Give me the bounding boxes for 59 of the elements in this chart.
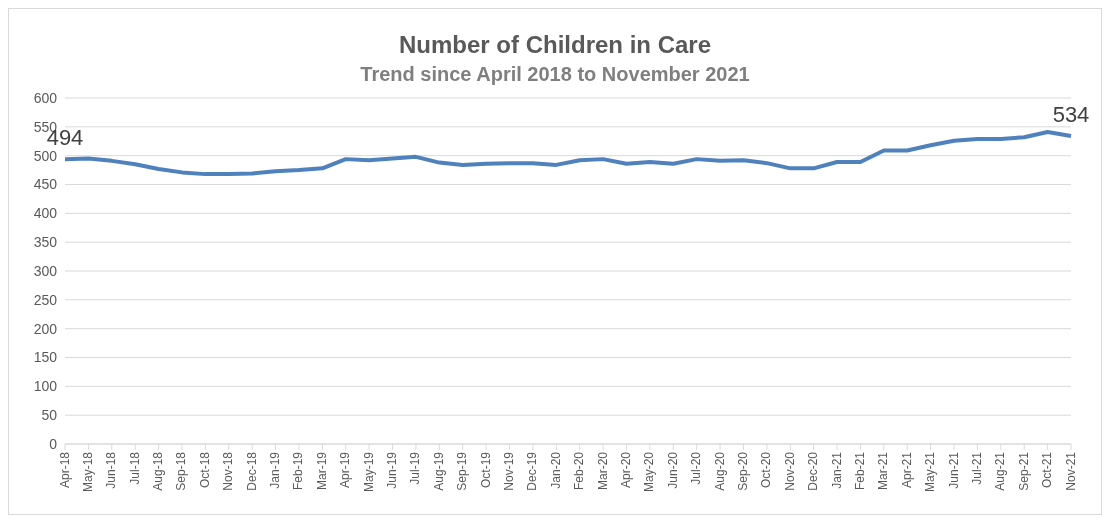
x-tick-label: Feb-21 — [852, 451, 867, 491]
data-label: 534 — [1052, 102, 1090, 128]
y-tick-label: 350 — [33, 234, 58, 251]
x-tick-label: Dec-20 — [806, 451, 821, 491]
x-tick-label: Nov-21 — [1063, 451, 1078, 491]
x-tick-label: Oct-20 — [759, 451, 774, 489]
x-tick-label: Aug-21 — [993, 451, 1008, 491]
x-tick-label: Jun-18 — [104, 451, 119, 489]
x-tick-label: Nov-18 — [221, 451, 236, 491]
x-tick-label: Jan-20 — [548, 451, 563, 489]
x-tick-label: Jul-20 — [689, 451, 704, 485]
x-tick-label: Mar-21 — [876, 451, 891, 491]
y-tick-label: 250 — [33, 291, 58, 308]
y-tick-label: 150 — [33, 349, 58, 366]
x-tick-label: Feb-20 — [572, 451, 587, 491]
y-tick-label: 100 — [33, 378, 58, 395]
y-tick-label: 0 — [49, 435, 58, 452]
x-tick-label: May-19 — [361, 451, 376, 493]
x-tick-label: Mar-19 — [314, 451, 329, 491]
y-tick-label: 200 — [33, 320, 58, 337]
x-tick-label: Sep-18 — [174, 451, 189, 491]
x-tick-label: May-20 — [642, 451, 657, 493]
x-tick-label: May-18 — [80, 451, 95, 493]
x-tick-label: Jun-19 — [385, 451, 400, 489]
y-tick-label: 500 — [33, 147, 58, 164]
x-tick-label: Dec-19 — [525, 451, 540, 491]
x-tick-label: Sep-20 — [735, 451, 750, 491]
x-tick-label: Mar-20 — [595, 451, 610, 491]
x-tick-label: Nov-19 — [502, 451, 517, 491]
x-tick-label: Sep-21 — [1016, 451, 1031, 491]
x-tick-label: Apr-20 — [619, 451, 634, 489]
x-tick-label: May-21 — [923, 451, 938, 493]
x-tick-label: Aug-19 — [431, 451, 446, 491]
x-tick-label: Aug-18 — [151, 451, 166, 491]
y-tick-label: 300 — [33, 262, 58, 279]
x-tick-label: Oct-18 — [197, 451, 212, 489]
x-tick-label: Jul-21 — [969, 451, 984, 485]
x-tick-label: Sep-19 — [455, 451, 470, 491]
y-tick-label: 450 — [33, 176, 58, 193]
x-tick-label: Jun-21 — [946, 451, 961, 489]
x-tick-label: Nov-20 — [782, 451, 797, 491]
x-tick-label: Dec-18 — [244, 451, 259, 491]
y-tick-label: 50 — [41, 407, 58, 424]
x-tick-label: Feb-19 — [291, 451, 306, 491]
chart-subtitle: Trend since April 2018 to November 2021 — [359, 63, 751, 86]
chart-title: Number of Children in Care — [397, 31, 712, 59]
x-tick-label: Jul-19 — [408, 451, 423, 485]
x-tick-label: Apr-21 — [899, 451, 914, 489]
x-tick-label: Aug-20 — [712, 451, 727, 491]
x-tick-label: Apr-19 — [338, 451, 353, 489]
y-tick-label: 400 — [33, 205, 58, 222]
x-tick-label: Jan-19 — [268, 451, 283, 489]
x-tick-label: Jul-18 — [127, 451, 142, 485]
x-tick-label: Oct-19 — [478, 451, 493, 489]
x-tick-label: Jun-20 — [665, 451, 680, 489]
x-tick-label: Jan-21 — [829, 451, 844, 489]
x-tick-label: Apr-18 — [57, 451, 72, 489]
x-tick-label: Oct-21 — [1040, 451, 1055, 489]
y-tick-label: 600 — [33, 89, 58, 106]
